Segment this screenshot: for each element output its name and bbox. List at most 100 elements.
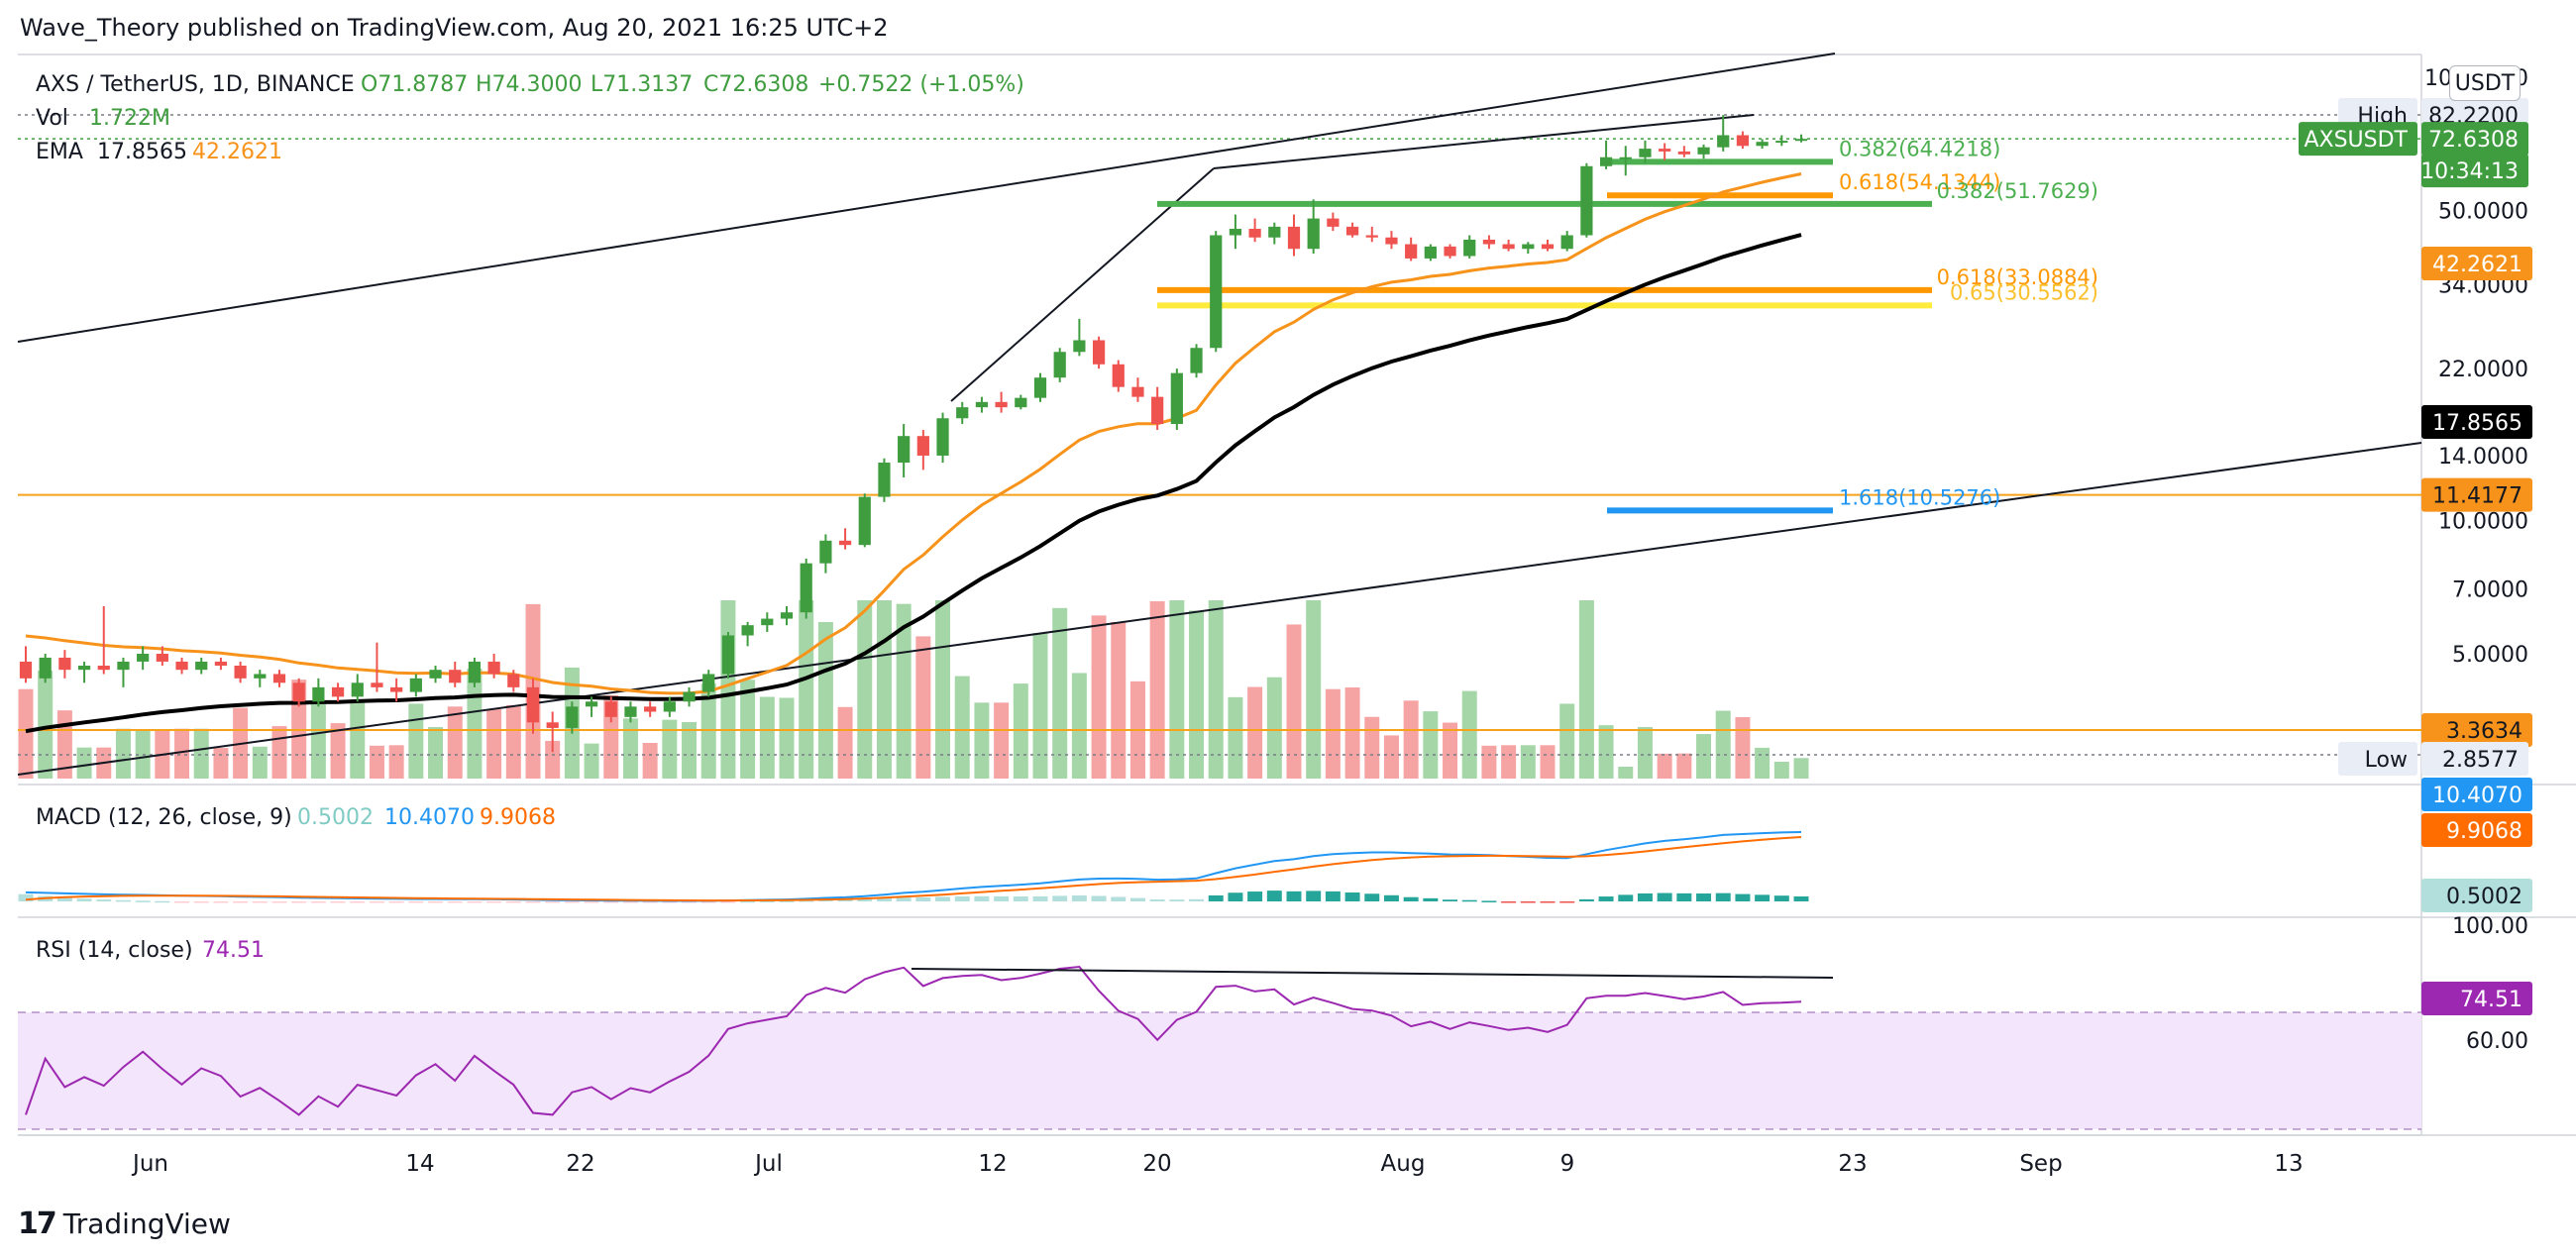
candle[interactable] <box>1033 372 1047 402</box>
candle[interactable] <box>1053 348 1066 382</box>
candle[interactable] <box>1190 344 1203 378</box>
candle[interactable] <box>117 657 130 687</box>
candle[interactable] <box>254 670 267 687</box>
unit-selector[interactable]: USDT <box>2449 65 2521 101</box>
candle[interactable] <box>1794 134 1808 143</box>
candle[interactable] <box>390 678 403 702</box>
candle[interactable] <box>58 650 71 679</box>
candle[interactable] <box>1405 237 1418 262</box>
candle[interactable] <box>487 654 500 679</box>
candle[interactable] <box>838 528 852 550</box>
footer-brand[interactable]: 17 TradingView <box>18 1206 231 1241</box>
candle[interactable] <box>195 657 208 675</box>
candle[interactable] <box>546 711 559 753</box>
candle[interactable] <box>780 606 794 626</box>
candle[interactable] <box>1151 386 1164 431</box>
candle[interactable] <box>39 654 52 683</box>
candle[interactable] <box>1385 231 1398 250</box>
candle[interactable] <box>644 701 657 717</box>
candle[interactable] <box>507 670 520 692</box>
candle[interactable] <box>604 696 617 723</box>
candle[interactable] <box>624 701 637 723</box>
candle[interactable] <box>663 696 676 717</box>
candle[interactable] <box>1327 212 1340 232</box>
candle[interactable] <box>331 682 345 702</box>
candle[interactable] <box>1268 222 1281 245</box>
candle[interactable] <box>1345 222 1359 238</box>
candle[interactable] <box>702 670 715 697</box>
volume-bar <box>408 703 424 779</box>
candle[interactable] <box>175 657 188 675</box>
candle[interactable] <box>1639 140 1652 163</box>
volume-bar <box>505 704 521 779</box>
candle[interactable] <box>800 558 812 619</box>
candle[interactable] <box>1775 135 1788 147</box>
candle[interactable] <box>77 661 91 683</box>
candle[interactable] <box>351 674 364 702</box>
candle[interactable] <box>1307 199 1320 255</box>
candle[interactable] <box>526 678 540 734</box>
candle[interactable] <box>1599 140 1613 169</box>
candle[interactable] <box>1073 318 1086 357</box>
candle[interactable] <box>409 674 422 697</box>
candle[interactable] <box>683 686 696 707</box>
candle[interactable] <box>468 657 482 687</box>
candle[interactable] <box>1424 244 1437 262</box>
candle[interactable] <box>312 678 325 707</box>
candle[interactable] <box>1015 394 1027 410</box>
candle[interactable] <box>97 606 110 675</box>
candle[interactable] <box>1677 146 1690 157</box>
candle[interactable] <box>1736 131 1750 150</box>
candle[interactable] <box>1541 239 1555 252</box>
candle[interactable] <box>995 391 1008 413</box>
candle[interactable] <box>292 678 305 707</box>
candle[interactable] <box>585 696 598 717</box>
candle[interactable] <box>1131 377 1144 402</box>
candle[interactable] <box>916 430 929 471</box>
candle[interactable] <box>936 412 949 464</box>
candle[interactable] <box>1580 162 1593 238</box>
candle[interactable] <box>566 701 579 734</box>
candle[interactable] <box>1463 235 1476 259</box>
candle[interactable] <box>1170 368 1183 431</box>
macd-histogram-bar <box>408 901 424 903</box>
candle[interactable] <box>371 642 383 692</box>
candle[interactable] <box>1248 218 1261 243</box>
candle[interactable] <box>19 646 33 683</box>
candle[interactable] <box>1619 146 1632 176</box>
candle[interactable] <box>1287 214 1301 257</box>
candle[interactable] <box>761 612 774 632</box>
candle[interactable] <box>1112 360 1125 392</box>
candle[interactable] <box>1482 235 1496 250</box>
candle[interactable] <box>156 646 168 667</box>
candle[interactable] <box>1697 144 1710 159</box>
candle[interactable] <box>819 534 832 574</box>
candle[interactable] <box>449 661 462 687</box>
candle[interactable] <box>1210 231 1223 353</box>
candle[interactable] <box>741 621 754 647</box>
candle[interactable] <box>1444 244 1456 259</box>
candle[interactable] <box>234 661 247 683</box>
candle[interactable] <box>214 657 228 671</box>
candle[interactable] <box>1522 242 1535 255</box>
candle[interactable] <box>898 424 911 477</box>
candle[interactable] <box>1756 139 1769 150</box>
candle[interactable] <box>1092 336 1106 369</box>
candle[interactable] <box>429 666 442 683</box>
macd-histogram-bar <box>1266 891 1282 901</box>
candle[interactable] <box>956 401 969 425</box>
candle[interactable] <box>1560 231 1573 252</box>
candle[interactable] <box>1502 239 1515 252</box>
candle[interactable] <box>858 493 871 548</box>
low-label-tag-text: Low <box>2365 748 2408 773</box>
candle[interactable] <box>1717 115 1730 152</box>
candle[interactable] <box>878 458 891 502</box>
candle[interactable] <box>137 646 150 671</box>
candle[interactable] <box>975 396 989 413</box>
candle[interactable] <box>272 670 286 687</box>
candle[interactable] <box>721 631 735 679</box>
candle[interactable] <box>1365 226 1378 243</box>
candle[interactable] <box>1229 214 1242 250</box>
candle[interactable] <box>1659 143 1671 160</box>
